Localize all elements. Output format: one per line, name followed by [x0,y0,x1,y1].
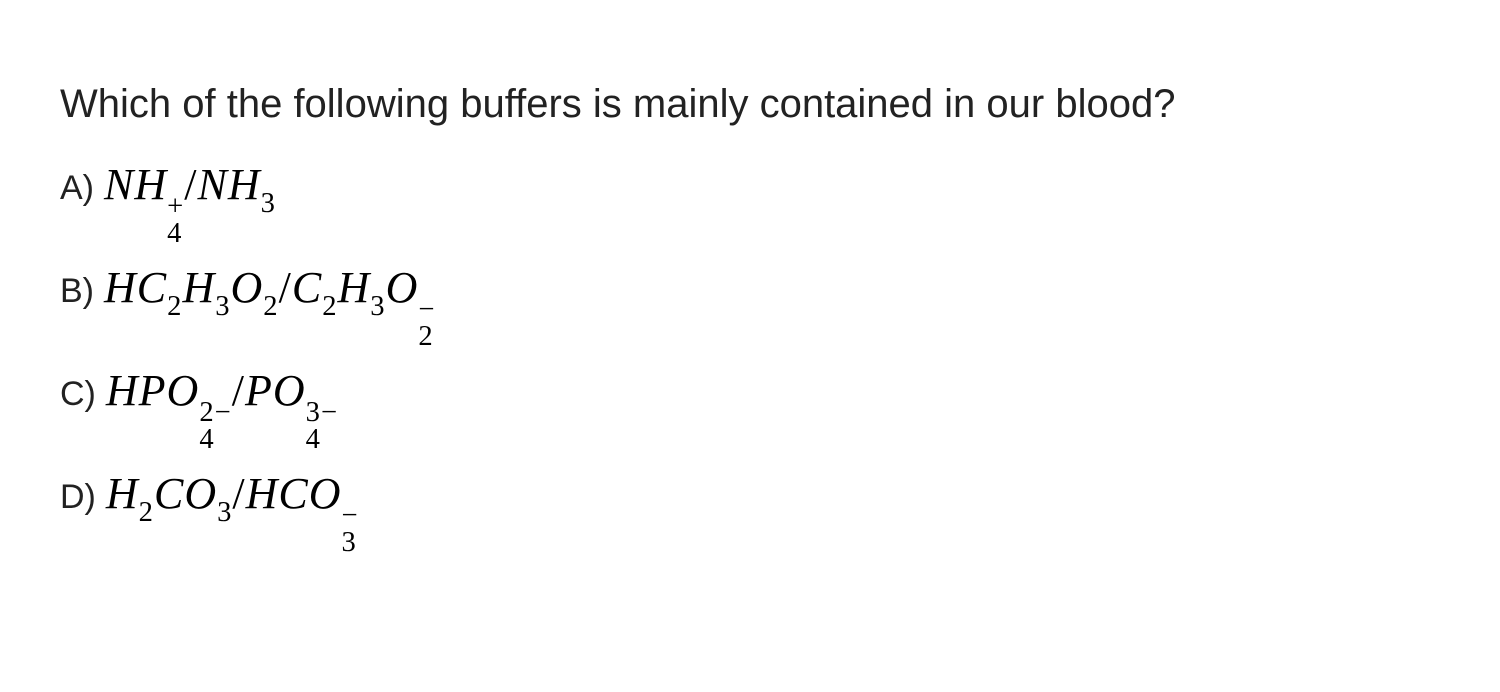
formula-text: NH [104,160,167,209]
sub: 4 [167,220,184,247]
sub: 3 [217,497,232,528]
formula-text: O [386,263,419,312]
formula-text: HCO [246,469,342,518]
sup: − [342,502,359,529]
formula-text: H [104,263,137,312]
sub: 2 [322,291,337,322]
option-b: B) HC2H3O2/C2H3O−2 [60,255,1440,350]
sup: − [418,296,435,323]
sub: 3 [342,529,359,556]
formula-text: NH [198,160,261,209]
formula-text: C [137,263,167,312]
subsup: +4 [167,193,184,247]
sub: 3 [261,188,276,219]
slash: / [279,263,292,312]
option-b-letter: B) [60,266,94,317]
option-a-letter: A) [60,163,94,214]
slash: / [232,469,245,518]
slash: / [184,160,197,209]
option-c: C) HPO2−4/PO3−4 [60,358,1440,453]
sub: 2 [139,497,154,528]
subsup: 3−4 [306,399,338,453]
option-c-letter: C) [60,369,96,420]
sub: 4 [199,426,231,453]
sub: 3 [370,291,385,322]
sub: 2 [263,291,278,322]
options-list: A) NH+4/NH3 B) HC2H3O2/C2H3O−2 C) HPO2−4… [60,152,1440,556]
option-a: A) NH+4/NH3 [60,152,1440,247]
slash: / [232,366,245,415]
subsup: −3 [342,502,359,556]
option-d-formula: H2CO3/HCO−3 [106,461,359,556]
formula-text: H [337,263,370,312]
option-b-formula: HC2H3O2/C2H3O−2 [104,255,435,350]
formula-text: PO [245,366,306,415]
sup: 2− [199,399,231,426]
sup: 3− [306,399,338,426]
sub: 2 [418,323,435,350]
sup: + [167,193,184,220]
option-a-formula: NH+4/NH3 [104,152,276,247]
subsup: 2−4 [199,399,231,453]
formula-text: CO [154,469,217,518]
sub: 4 [306,426,338,453]
option-c-formula: HPO2−4/PO3−4 [106,358,338,453]
option-d-letter: D) [60,472,96,523]
subsup: −2 [418,296,435,350]
formula-text: H [182,263,215,312]
sub: 3 [215,291,230,322]
sub: 2 [167,291,182,322]
formula-text: O [231,263,264,312]
formula-text: H [106,469,139,518]
question-block: Which of the following buffers is mainly… [0,0,1500,556]
question-text: Which of the following buffers is mainly… [60,70,1440,138]
option-d: D) H2CO3/HCO−3 [60,461,1440,556]
formula-text: C [292,263,322,312]
formula-text: HPO [106,366,199,415]
